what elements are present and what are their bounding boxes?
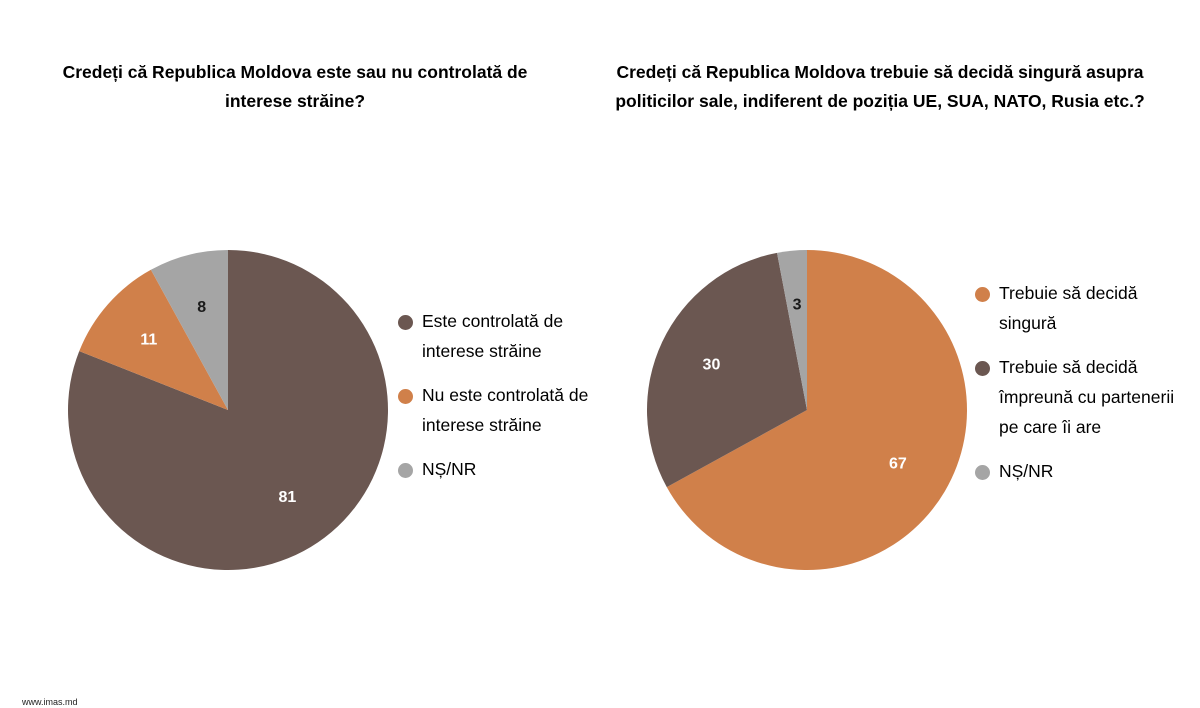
legend-marker (398, 315, 413, 330)
chart-legend: Trebuie să decidă singură Trebuie să dec… (975, 278, 1175, 500)
legend-marker (975, 361, 990, 376)
chart-decide-alone: Credeți că Republica Moldova trebuie să … (600, 0, 1200, 708)
legend-marker (398, 463, 413, 478)
pie-slice (150, 250, 228, 410)
pie-chart: 81 11 8 (68, 250, 389, 570)
pie-slice-value-label: 30 (703, 357, 721, 374)
pie-chart: 67 30 3 (646, 250, 967, 570)
legend-item: NȘ/NR (975, 456, 1175, 486)
legend-label: Trebuie să decidă împreună cu partenerii… (999, 357, 1175, 437)
legend-marker (398, 389, 413, 404)
legend-label: NȘ/NR (999, 461, 1054, 481)
legend-label: Trebuie să decidă singură (999, 283, 1138, 333)
chart-legend: Este controlată de interese străine Nu e… (398, 306, 598, 498)
pie-slice-value-label: 11 (140, 332, 157, 349)
legend-label: Nu este controlată de interese străine (422, 385, 589, 435)
pie-slice (777, 250, 807, 410)
pie-slice-value-label: 67 (889, 455, 907, 472)
footer-source-url: www.imas.md (22, 697, 78, 707)
pie-slice (666, 250, 967, 570)
chart-controlled-by-foreign-interests: Credeți că Republica Moldova este sau nu… (62, 62, 598, 570)
chart-title: Credeți că Republica Moldova este sau nu… (62, 62, 528, 111)
legend-label: Este controlată de interese străine (422, 311, 564, 361)
legend-item: Trebuie să decidă singură (975, 278, 1175, 338)
legend-item: NȘ/NR (398, 454, 598, 484)
legend-item: Trebuie să decidă împreună cu partenerii… (975, 352, 1175, 442)
legend-label: NȘ/NR (422, 459, 477, 479)
pie-slice (68, 250, 389, 570)
legend-item: Este controlată de interese străine (398, 306, 598, 366)
pie-slice-value-label: 81 (278, 489, 296, 506)
pie-slice-value-label: 3 (793, 296, 802, 313)
pie-slice (79, 269, 229, 410)
legend-item: Nu este controlată de interese străine (398, 380, 598, 440)
legend-marker (975, 287, 990, 302)
pie-slice-value-label: 8 (197, 299, 206, 316)
pie-slice (646, 252, 807, 488)
chart-title: Credeți că Republica Moldova trebuie să … (615, 62, 1145, 111)
legend-marker (975, 465, 990, 480)
